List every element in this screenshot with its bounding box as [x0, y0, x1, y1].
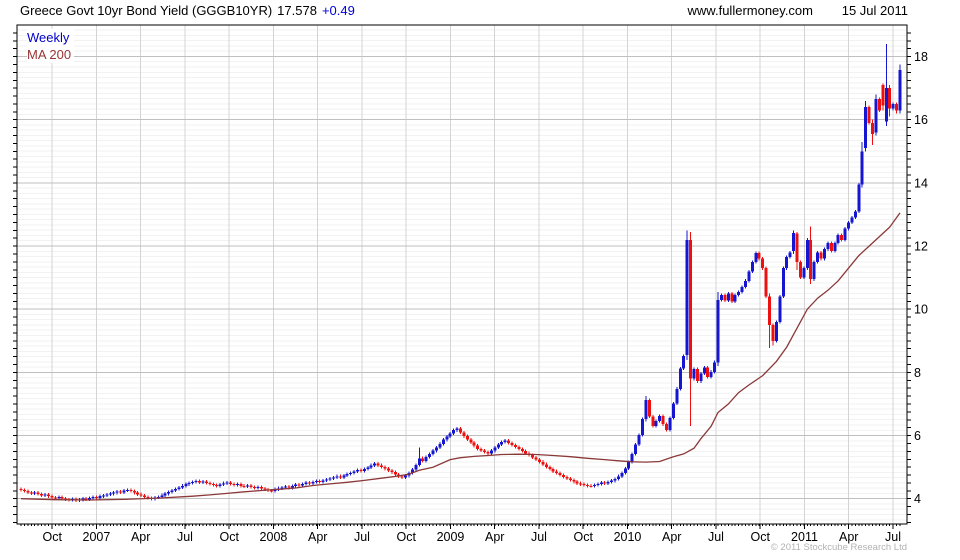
svg-text:2010: 2010 [614, 530, 642, 544]
svg-text:Jul: Jul [708, 530, 724, 544]
svg-text:8: 8 [914, 366, 921, 380]
svg-text:12: 12 [914, 240, 928, 254]
chart-legend: Weekly MA 200 [27, 29, 75, 63]
svg-text:14: 14 [914, 176, 928, 190]
svg-text:6: 6 [914, 429, 921, 443]
svg-text:Apr: Apr [662, 530, 681, 544]
svg-text:Oct: Oct [574, 530, 594, 544]
svg-text:16: 16 [914, 113, 928, 127]
svg-text:Oct: Oct [396, 530, 416, 544]
website-label: www.fullermoney.com [687, 3, 813, 18]
instrument-title: Greece Govt 10yr Bond Yield (GGGB10YR) [20, 3, 273, 18]
svg-text:2007: 2007 [83, 530, 111, 544]
svg-text:Jul: Jul [531, 530, 547, 544]
svg-text:Oct: Oct [42, 530, 62, 544]
svg-text:4: 4 [914, 492, 921, 506]
svg-text:Apr: Apr [308, 530, 327, 544]
svg-text:Apr: Apr [839, 530, 858, 544]
svg-text:Jul: Jul [177, 530, 193, 544]
legend-ma200-label: MA 200 [27, 46, 75, 63]
header-bar: Greece Govt 10yr Bond Yield (GGGB10YR) 17… [0, 2, 960, 20]
svg-text:Apr: Apr [485, 530, 504, 544]
svg-text:Jul: Jul [354, 530, 370, 544]
svg-text:18: 18 [914, 50, 928, 64]
svg-text:Apr: Apr [131, 530, 150, 544]
svg-text:Oct: Oct [751, 530, 771, 544]
svg-text:2008: 2008 [260, 530, 288, 544]
copyright-notice: © 2011 Stockcube Research Ltd [770, 542, 907, 553]
price-change: +0.49 [321, 3, 355, 18]
instrument-title-wrap: Greece Govt 10yr Bond Yield (GGGB10YR) 17… [20, 3, 355, 18]
svg-text:Jul: Jul [885, 530, 901, 544]
svg-text:Oct: Oct [219, 530, 239, 544]
date-label: 15 Jul 2011 [841, 3, 908, 18]
svg-text:10: 10 [914, 303, 928, 317]
last-price: 17.578 [277, 3, 317, 18]
legend-weekly-label: Weekly [27, 29, 75, 46]
svg-text:2011: 2011 [791, 530, 818, 544]
svg-text:2009: 2009 [437, 530, 465, 544]
